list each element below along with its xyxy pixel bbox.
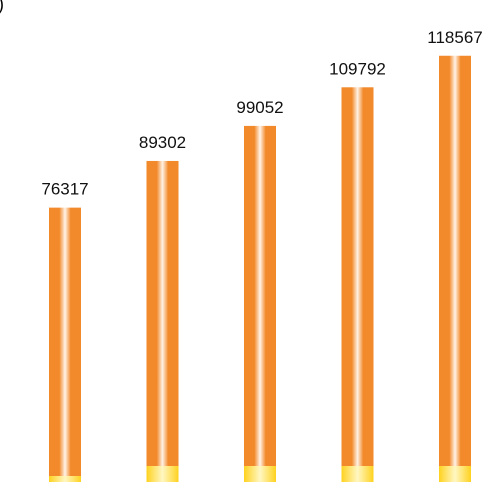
- data-label-1: 76317: [41, 180, 88, 199]
- bar-base-5: [439, 466, 471, 482]
- bar-3: [244, 125, 276, 483]
- bar-1: [49, 207, 81, 482]
- bar-2: [146, 160, 179, 483]
- corner-fragment-text: ): [0, 0, 4, 15]
- bar-base-2: [146, 466, 179, 482]
- data-label-4: 109792: [329, 59, 386, 78]
- bar-5: [439, 55, 471, 482]
- data-label-2: 89302: [139, 133, 186, 152]
- bar-base-4: [341, 466, 374, 482]
- bar-base-1: [49, 476, 81, 482]
- data-label-3: 99052: [236, 98, 283, 117]
- bar-base-3: [244, 466, 276, 482]
- bars-layer: 76317 89302 99052 109792 118567: [41, 28, 483, 483]
- bar-4: [341, 87, 374, 482]
- data-label-5: 118567: [427, 28, 482, 47]
